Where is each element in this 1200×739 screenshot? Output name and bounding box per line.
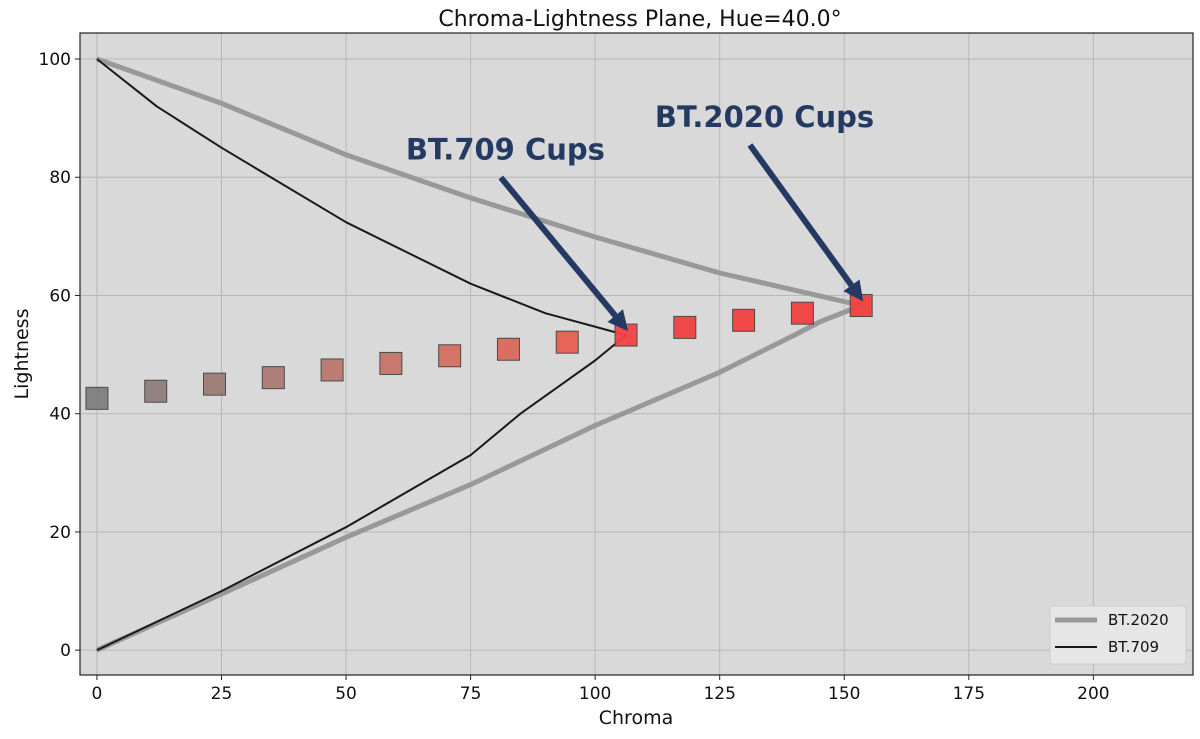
x-tick-label: 50: [335, 684, 357, 704]
marker-square: [203, 372, 227, 396]
y-tick-label: 80: [49, 168, 71, 188]
marker-square: [320, 358, 344, 382]
marker-square: [673, 315, 697, 339]
x-tick-label: 175: [953, 684, 985, 704]
plot-frame: [79, 32, 1194, 676]
markers: [85, 294, 873, 410]
annotation-arrowhead: [843, 279, 864, 302]
y-tick-label: 100: [39, 50, 71, 70]
ticks: 0 25 50 75 100 125 150 175 200 0 20 40 60 80 100: [39, 50, 1110, 704]
marker-square: [438, 344, 462, 368]
marker-square: [555, 330, 579, 354]
marker-square: [144, 379, 168, 403]
annotation-text: BT.709 Cups: [406, 133, 605, 167]
x-tick-label: 200: [1077, 684, 1109, 704]
annotation-text: BT.2020 Cups: [655, 100, 874, 134]
annotation-arrowhead: [607, 309, 629, 332]
x-tick-label: 125: [703, 684, 735, 704]
marker-square: [496, 337, 520, 361]
x-tick-label: 25: [211, 684, 233, 704]
marker-square: [790, 301, 814, 325]
marker-square: [732, 308, 756, 332]
series-bt2020: [95, 56, 864, 653]
y-tick-label: 40: [49, 405, 71, 425]
legend-label-bt709: BT.709: [1108, 638, 1159, 656]
x-axis-label: Chroma: [599, 707, 673, 729]
x-tick-label: 100: [579, 684, 611, 704]
legend: BT.2020 BT.709: [1049, 605, 1187, 665]
x-tick-label: 0: [92, 684, 103, 704]
marker-square: [261, 366, 285, 390]
chart-title: Chroma-Lightness Plane, Hue=40.0°: [438, 7, 841, 32]
marker-square: [85, 386, 109, 410]
annotation-arrow: [498, 175, 618, 318]
y-tick-label: 60: [49, 286, 71, 306]
x-tick-label: 75: [460, 684, 482, 704]
legend-label-bt2020: BT.2020: [1108, 611, 1169, 629]
y-tick-label: 20: [49, 523, 71, 543]
x-tick-label: 150: [828, 684, 860, 704]
y-tick-label: 0: [60, 641, 71, 661]
y-axis-label: Lightness: [11, 309, 33, 400]
annotations: BT.709 Cups BT.2020 Cups: [406, 100, 874, 332]
annotation-arrow: [747, 143, 854, 288]
marker-square: [379, 351, 403, 375]
grid: [80, 33, 1193, 675]
